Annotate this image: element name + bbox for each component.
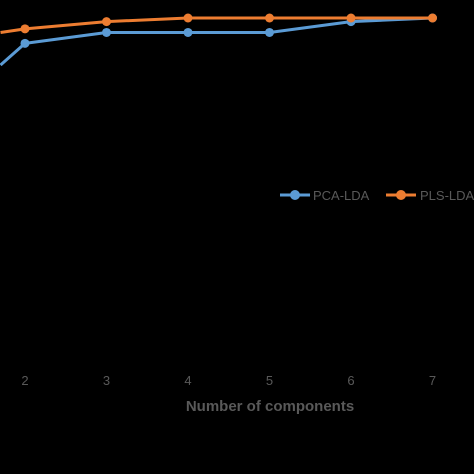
data-point-pca-lda-4 — [183, 27, 193, 37]
data-point-pca-lda-5 — [265, 27, 274, 37]
data-point-pls-lda-5 — [265, 13, 274, 23]
data-point-pls-lda-3 — [102, 17, 111, 27]
x-tick-label-3: 3 — [103, 373, 110, 388]
x-tick-label-2: 2 — [21, 373, 28, 388]
series-layer — [0, 13, 437, 67]
legend-label-pls-lda: PLS-LDA — [420, 188, 474, 203]
data-point-pca-lda-3 — [102, 27, 111, 37]
legend-marker-pca-lda — [290, 190, 300, 200]
data-point-pls-lda-7 — [428, 13, 437, 23]
x-tick-label-7: 7 — [429, 373, 436, 388]
x-axis-title: Number of components — [186, 398, 354, 415]
legend: PCA-LDA PLS-LDA — [280, 188, 474, 203]
x-tick-label-5: 5 — [266, 373, 273, 388]
x-tick-label-6: 6 — [347, 373, 354, 388]
data-point-pls-lda-6 — [346, 13, 356, 23]
legend-label-pca-lda: PCA-LDA — [313, 188, 370, 203]
x-tick-labels: 2 3 4 5 6 7 — [21, 373, 436, 388]
legend-item-pca-lda: PCA-LDA — [280, 188, 370, 203]
legend-item-pls-lda: PLS-LDA — [386, 188, 474, 203]
data-point-pca-lda-2 — [20, 38, 30, 48]
data-point-pls-lda-4 — [183, 13, 193, 23]
x-tick-label-4: 4 — [184, 373, 191, 388]
data-point-pls-lda-2 — [20, 24, 30, 34]
legend-marker-pls-lda — [396, 190, 406, 200]
